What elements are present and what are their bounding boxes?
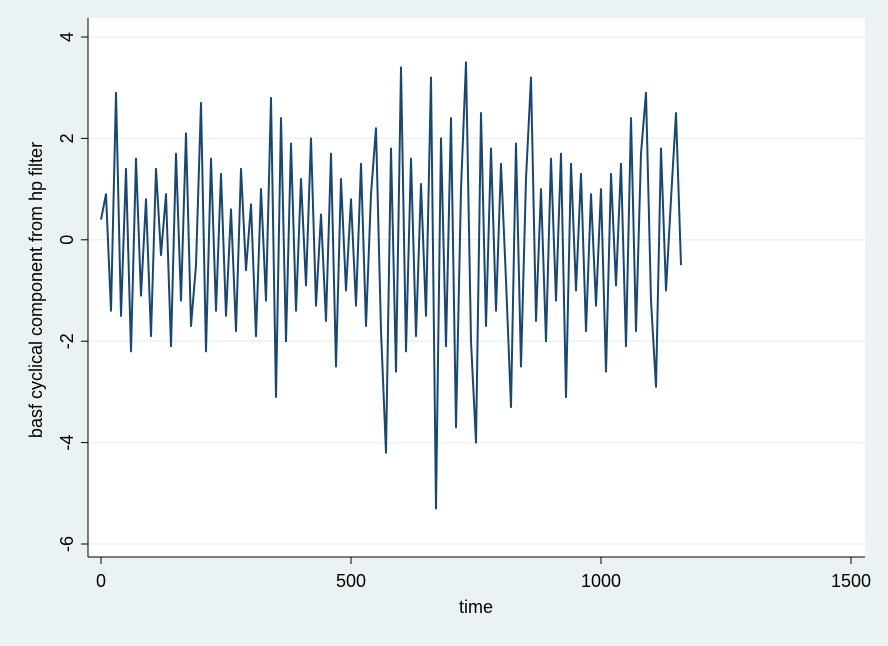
y-tick-label: -6 bbox=[57, 536, 77, 552]
y-tick-label: -2 bbox=[57, 333, 77, 349]
data-line bbox=[100, 61, 682, 510]
y-axis-label: basf cyclical component from hp filter bbox=[26, 142, 46, 438]
x-tick-label: 1000 bbox=[581, 571, 621, 591]
x-axis-label: time bbox=[459, 597, 493, 617]
y-tick-label: 0 bbox=[57, 235, 77, 245]
x-tick-label: 0 bbox=[96, 571, 106, 591]
y-tick-label: 2 bbox=[57, 133, 77, 143]
y-tick-label: 4 bbox=[57, 32, 77, 42]
y-tick-label: -4 bbox=[57, 435, 77, 451]
x-tick-label: 500 bbox=[336, 571, 366, 591]
x-tick-label: 1500 bbox=[831, 571, 871, 591]
